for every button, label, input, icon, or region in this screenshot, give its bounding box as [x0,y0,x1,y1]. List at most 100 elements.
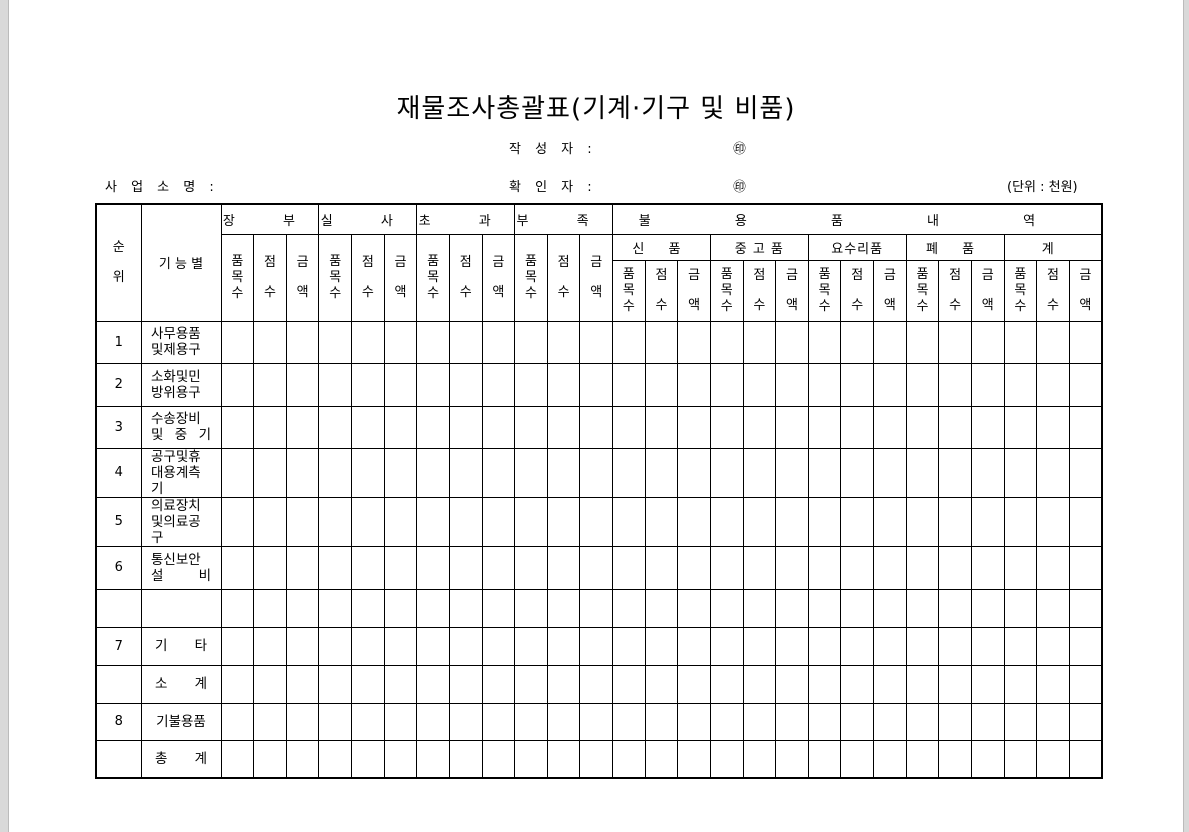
data-cell[interactable] [970,739,1005,779]
data-cell[interactable] [970,664,1005,704]
data-cell[interactable] [1003,626,1038,666]
data-cell[interactable] [318,545,352,590]
data-cell[interactable] [514,545,548,590]
data-cell[interactable] [318,362,352,407]
data-cell[interactable] [546,496,581,547]
data-cell[interactable] [840,447,874,498]
data-cell[interactable] [1068,405,1103,449]
data-cell[interactable] [579,739,613,779]
data-cell[interactable] [1003,588,1038,628]
data-cell[interactable] [1003,702,1038,741]
data-cell[interactable] [807,545,842,590]
data-cell[interactable] [1036,702,1070,741]
data-cell[interactable] [579,545,613,590]
data-cell[interactable] [873,739,907,779]
data-cell[interactable] [742,496,777,547]
data-cell[interactable] [1068,739,1103,779]
data-cell[interactable] [285,362,320,407]
data-cell[interactable] [938,588,972,628]
data-cell[interactable] [905,405,940,449]
data-cell[interactable] [612,702,646,741]
data-cell[interactable] [285,405,320,449]
data-cell[interactable] [742,626,777,666]
data-cell[interactable] [612,405,646,449]
data-cell[interactable] [253,664,287,704]
data-cell[interactable] [546,447,581,498]
data-cell[interactable] [612,588,646,628]
data-cell[interactable] [448,588,483,628]
data-cell[interactable] [709,702,744,741]
data-cell[interactable] [807,664,842,704]
data-cell[interactable] [970,626,1005,666]
data-cell[interactable] [709,626,744,666]
data-cell[interactable] [1036,320,1070,364]
data-cell[interactable] [742,362,777,407]
data-cell[interactable] [383,664,418,704]
data-cell[interactable] [775,320,809,364]
data-cell[interactable] [220,702,255,741]
data-cell[interactable] [416,447,450,498]
data-cell[interactable] [253,626,287,666]
data-cell[interactable] [481,362,516,407]
data-cell[interactable] [351,405,385,449]
data-cell[interactable] [383,496,418,547]
data-cell[interactable] [253,545,287,590]
data-cell[interactable] [807,626,842,666]
data-cell[interactable] [481,664,516,704]
data-cell[interactable] [742,739,777,779]
data-cell[interactable] [873,320,907,364]
data-cell[interactable] [220,362,255,407]
data-cell[interactable] [612,362,646,407]
data-cell[interactable] [644,739,679,779]
data-cell[interactable] [448,702,483,741]
data-cell[interactable] [318,496,352,547]
data-cell[interactable] [253,702,287,741]
data-cell[interactable] [612,739,646,779]
data-cell[interactable] [220,545,255,590]
data-cell[interactable] [514,405,548,449]
data-cell[interactable] [1036,664,1070,704]
data-cell[interactable] [709,545,744,590]
data-cell[interactable] [514,320,548,364]
data-cell[interactable] [840,545,874,590]
data-cell[interactable] [775,496,809,547]
data-cell[interactable] [677,739,711,779]
data-cell[interactable] [709,588,744,628]
data-cell[interactable] [579,362,613,407]
data-cell[interactable] [644,320,679,364]
data-cell[interactable] [416,739,450,779]
data-cell[interactable] [677,320,711,364]
data-cell[interactable] [644,496,679,547]
data-cell[interactable] [742,702,777,741]
data-cell[interactable] [775,739,809,779]
data-cell[interactable] [579,664,613,704]
data-cell[interactable] [514,496,548,547]
data-cell[interactable] [873,626,907,666]
data-cell[interactable] [807,362,842,407]
data-cell[interactable] [938,362,972,407]
data-cell[interactable] [546,664,581,704]
data-cell[interactable] [644,545,679,590]
data-cell[interactable] [840,626,874,666]
data-cell[interactable] [383,626,418,666]
data-cell[interactable] [612,447,646,498]
data-cell[interactable] [677,626,711,666]
data-cell[interactable] [1003,320,1038,364]
data-cell[interactable] [775,545,809,590]
data-cell[interactable] [775,626,809,666]
data-cell[interactable] [416,626,450,666]
data-cell[interactable] [383,588,418,628]
data-cell[interactable] [253,362,287,407]
data-cell[interactable] [742,664,777,704]
data-cell[interactable] [318,405,352,449]
data-cell[interactable] [742,588,777,628]
data-cell[interactable] [807,447,842,498]
data-cell[interactable] [677,545,711,590]
data-cell[interactable] [351,626,385,666]
data-cell[interactable] [873,447,907,498]
data-cell[interactable] [383,447,418,498]
data-cell[interactable] [285,320,320,364]
data-cell[interactable] [448,362,483,407]
data-cell[interactable] [644,626,679,666]
data-cell[interactable] [644,405,679,449]
